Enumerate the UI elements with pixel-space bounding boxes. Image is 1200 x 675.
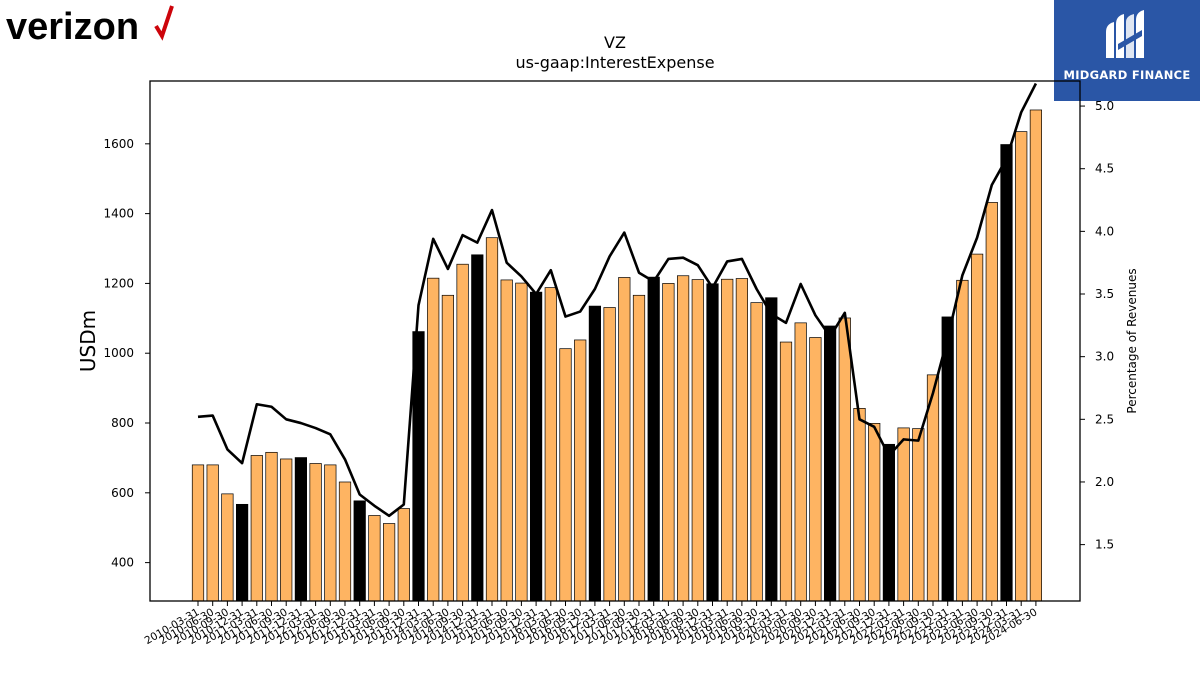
percentage-line bbox=[197, 82, 1038, 518]
bar-2012-09-30 bbox=[338, 481, 352, 602]
y-tick-label: 1000 bbox=[103, 346, 134, 360]
bar-2014-03-31 bbox=[427, 277, 440, 602]
bar-2011-12-31 bbox=[294, 457, 307, 602]
y-tick-label: 1600 bbox=[103, 137, 134, 151]
bar-2019-03-31 bbox=[721, 278, 734, 602]
y-tick-label: 1200 bbox=[103, 276, 134, 290]
bar-2019-12-31 bbox=[765, 297, 778, 602]
bar-2018-03-31 bbox=[662, 283, 675, 602]
bar-2018-12-31 bbox=[706, 283, 719, 602]
bar-2024-03-31 bbox=[1015, 131, 1028, 602]
bar-2010-09-30 bbox=[221, 493, 234, 602]
verizon-logo: verizon bbox=[6, 2, 176, 50]
bar-2017-12-31 bbox=[647, 276, 660, 602]
bar-2011-06-30 bbox=[265, 451, 278, 602]
y-tick-label: 400 bbox=[111, 556, 134, 570]
bar-2015-06-30 bbox=[500, 279, 513, 602]
bar-2015-09-30 bbox=[515, 282, 528, 602]
bar-2019-09-30 bbox=[750, 302, 763, 602]
midgard-finance-logo: MIDGARD FINANCE bbox=[1054, 0, 1200, 101]
bar-2016-03-31 bbox=[544, 287, 557, 602]
bar-2023-03-31 bbox=[956, 279, 969, 602]
bar-2012-06-30 bbox=[324, 464, 337, 602]
y2-tick-label: 3.5 bbox=[1095, 287, 1114, 301]
chart-subtitle: us-gaap:InterestExpense bbox=[515, 53, 714, 72]
bar-2020-09-30 bbox=[809, 337, 822, 602]
bar-2015-12-31 bbox=[529, 291, 543, 602]
bar-2010-12-31 bbox=[236, 503, 249, 602]
bar-2012-03-31 bbox=[309, 463, 322, 602]
midgard-emblem-icon bbox=[1106, 10, 1144, 58]
bar-2020-03-31 bbox=[779, 341, 793, 602]
bar-2021-09-30 bbox=[868, 423, 881, 602]
bar-2015-03-31 bbox=[485, 237, 499, 602]
midgard-finance-text: MIDGARD FINANCE bbox=[1063, 68, 1191, 82]
bar-2024-06-30 bbox=[1029, 109, 1043, 602]
bar-2017-09-30 bbox=[632, 294, 646, 602]
bar-2023-12-31 bbox=[1000, 144, 1013, 602]
bar-2014-09-30 bbox=[456, 263, 469, 602]
bar-2020-06-30 bbox=[794, 322, 807, 602]
bar-2017-06-30 bbox=[618, 277, 631, 602]
bar-2023-09-30 bbox=[985, 202, 998, 602]
bar-2016-12-31 bbox=[588, 305, 602, 602]
bar-2018-09-30 bbox=[691, 279, 704, 602]
chart-title: VZ bbox=[604, 33, 626, 52]
bar-2013-03-31 bbox=[368, 515, 381, 602]
y2-tick-label: 3.0 bbox=[1095, 350, 1114, 364]
bar-2014-06-30 bbox=[441, 294, 454, 602]
bar-2011-09-30 bbox=[280, 458, 293, 602]
bar-2017-03-31 bbox=[603, 307, 616, 602]
y2-tick-label: 4.0 bbox=[1095, 224, 1114, 238]
bar-2018-06-30 bbox=[676, 275, 690, 602]
y2-tick-label: 1.5 bbox=[1095, 538, 1114, 552]
y-axis-label: USDm bbox=[76, 310, 100, 372]
line-series bbox=[197, 82, 1038, 518]
bar-2023-06-30 bbox=[970, 253, 984, 602]
axes: 400 600 800 1000 1200 1400 1600 1.5 2.0 2.5 3.0 3.5… bbox=[103, 80, 1114, 647]
checkmark-icon bbox=[154, 5, 174, 41]
bar-2013-09-30 bbox=[397, 508, 410, 602]
bar-2016-09-30 bbox=[574, 339, 587, 602]
bar-2011-03-31 bbox=[250, 455, 263, 602]
bar-2012-12-31 bbox=[353, 500, 366, 602]
y-tick-label: 800 bbox=[111, 416, 134, 430]
bar-2022-12-31 bbox=[941, 316, 954, 602]
bar-2010-06-30 bbox=[206, 464, 219, 602]
bar-2022-06-30 bbox=[912, 428, 925, 602]
y2-tick-label: 5.0 bbox=[1095, 99, 1114, 113]
plot-frame bbox=[149, 80, 1081, 602]
bar-2013-06-30 bbox=[383, 523, 396, 602]
y2-tick-label: 4.5 bbox=[1095, 162, 1114, 176]
bar-2021-06-30 bbox=[853, 408, 866, 602]
bar-2021-12-31 bbox=[882, 443, 896, 602]
bar-2010-03-31 bbox=[191, 464, 205, 602]
bar-2019-06-30 bbox=[735, 278, 749, 602]
bar-2014-12-31 bbox=[471, 254, 484, 602]
y2-tick-label: 2.0 bbox=[1095, 475, 1114, 489]
bar-2016-06-30 bbox=[559, 348, 572, 602]
bar-2020-12-31 bbox=[823, 325, 837, 602]
y2-tick-label: 2.5 bbox=[1095, 412, 1114, 426]
y-tick-label: 1400 bbox=[103, 207, 134, 221]
verizon-logo-text: verizon bbox=[6, 6, 139, 48]
bar-series bbox=[191, 109, 1043, 602]
bar-2021-03-31 bbox=[838, 317, 851, 602]
bar-2022-03-31 bbox=[897, 427, 910, 602]
y2-axis-label: Percentage of Revenues bbox=[1125, 268, 1139, 413]
verizon-logo-graphic: verizon bbox=[6, 5, 174, 48]
y-tick-label: 600 bbox=[111, 486, 134, 500]
